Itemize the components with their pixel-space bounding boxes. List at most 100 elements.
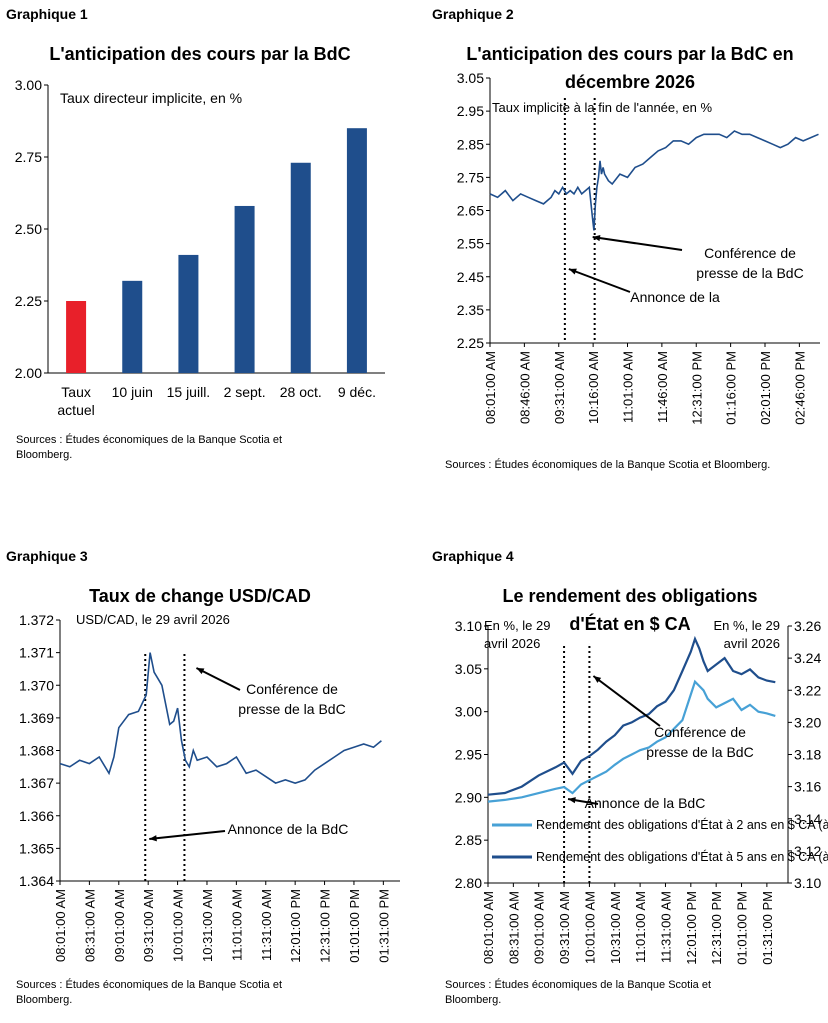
sources-2-line-1: Sources : Études économiques de la Banqu… xyxy=(445,459,771,471)
chart-title-4: Le rendement des obligations d'État en $… xyxy=(440,582,820,638)
c3-press-arrow-shaft xyxy=(195,667,241,691)
c2-announce-arrow-head xyxy=(568,268,577,275)
c2-x-tick-label-7: 01:16:00 PM xyxy=(724,351,739,425)
c3-y-tick-label-5: 1.369 xyxy=(19,710,54,726)
chart-2-line: 2.25 2.35 2.45 2.55 2.65 2.75 2.85 2.95 3.05 08:0… xyxy=(457,70,820,425)
chart-title-4-line-1: Le rendement des obligations xyxy=(502,586,758,606)
c2-x-tick-label-9: 02:46:00 PM xyxy=(792,351,807,425)
c3-x-tick-label-8: 12:01:00 PM xyxy=(288,889,303,963)
c3-y-tick-label-1: 1.365 xyxy=(19,840,54,856)
c4-x-tick-label-8: 12:01:00 PM xyxy=(684,891,699,965)
c3-x-tick-label-9: 12:31:00 PM xyxy=(318,889,333,963)
chart-1-bar: 2.00 2.25 2.50 2.75 3.00 Taux directeur impli… xyxy=(15,77,385,418)
c1-y-tick-label-1: 2.25 xyxy=(15,293,42,309)
c4-announce-label: Annonce de la BdC xyxy=(585,795,706,811)
c4-x-tick-label-6: 11:01:00 AM xyxy=(633,891,648,963)
c3-announce-label: Annonce de la BdC xyxy=(228,821,349,837)
c2-announce-arrow-shaft xyxy=(568,268,631,293)
c1-bar-1 xyxy=(122,280,143,373)
c4-yl-tick-label-2: 2.90 xyxy=(455,789,482,805)
c1-x-label-0-0: Taux xyxy=(61,384,91,400)
c3-press-arrow-head xyxy=(196,668,205,675)
panel-label-2: Graphique 2 xyxy=(432,6,514,22)
c4-yr-tick-label-3: 3.16 xyxy=(794,779,821,795)
c4-yl-tick-label-4: 3.00 xyxy=(455,704,482,720)
c3-x-tick-label-6: 11:01:00 AM xyxy=(229,889,244,961)
c4-x-tick-label-2: 09:01:00 AM xyxy=(532,891,547,964)
c4-x-tick-label-9: 12:31:00 PM xyxy=(709,891,724,965)
c4-yr-tick-label-1: 3.12 xyxy=(794,843,821,859)
c4-annotation-left-0: En %, le 29 xyxy=(484,618,551,633)
c1-y-tick-label-3: 2.75 xyxy=(15,149,42,165)
c2-x-tick-label-4: 11:01:00 AM xyxy=(621,351,636,423)
c1-y-tick-label-2: 2.50 xyxy=(15,221,42,237)
chart-title-2-line-2: décembre 2026 xyxy=(564,72,696,92)
panel-label-3: Graphique 3 xyxy=(6,548,88,564)
c2-announce-label-0: Annonce de la xyxy=(630,289,720,305)
c2-x-tick-label-5: 11:46:00 AM xyxy=(655,351,670,423)
c4-annotation-right-0: En %, le 29 xyxy=(714,618,781,633)
c4-annotation-left-1: avril 2026 xyxy=(484,636,540,651)
chart-title-1-line-1: L'anticipation des cours par la BdC xyxy=(49,44,351,64)
c3-y-tick-label-2: 1.366 xyxy=(19,808,54,824)
c4-yl-tick-label-0: 2.80 xyxy=(455,875,482,891)
sources-1: Sources : Études économiques de la Banqu… xyxy=(16,433,282,463)
sources-1-line-2: Bloomberg. xyxy=(16,449,73,461)
c4-annotation-right-1: avril 2026 xyxy=(724,636,780,651)
sources-4-line-2: Bloomberg. xyxy=(445,994,502,1006)
c2-x-tick-label-8: 02:01:00 PM xyxy=(758,351,773,425)
c3-y-tick-label-8: 1.372 xyxy=(19,612,54,628)
c3-announce-arrow-head xyxy=(149,835,157,842)
c4-legend-label-0: Rendement des obligations d'État à 2 ans… xyxy=(536,817,828,832)
c1-x-label-2-0: 15 juill. xyxy=(167,384,211,400)
c2-x-tick-label-3: 10:16:00 AM xyxy=(586,351,601,424)
c1-bar-0 xyxy=(66,301,87,373)
c2-y-tick-label-2: 2.45 xyxy=(457,269,484,285)
c3-x-tick-label-11: 01:31:00 PM xyxy=(376,889,391,963)
c4-yr-tick-label-7: 3.24 xyxy=(794,650,821,666)
chart-title-3: Taux de change USD/CAD xyxy=(0,582,400,610)
chart-title-4-line-2: d'État en $ CA xyxy=(569,614,691,634)
panel-label-4: Graphique 4 xyxy=(432,548,514,564)
c3-announce-arrow-shaft xyxy=(149,830,226,840)
c2-x-tick-label-1: 08:46:00 AM xyxy=(517,351,532,424)
c3-x-tick-label-2: 09:01:00 AM xyxy=(112,889,127,962)
c4-press-arrow-shaft xyxy=(592,675,661,727)
panel-label-1: Graphique 1 xyxy=(6,6,88,22)
c1-y-tick-label-4: 3.00 xyxy=(15,77,42,93)
sources-3-line-1: Sources : Études économiques de la Banqu… xyxy=(16,979,283,991)
c4-press-label-1: presse de la BdC xyxy=(646,744,753,760)
chart-title-3-line-1: Taux de change USD/CAD xyxy=(89,586,311,606)
c4-x-tick-label-5: 10:31:00 AM xyxy=(608,891,623,964)
c4-yr-tick-label-8: 3.26 xyxy=(794,618,821,634)
c2-series-line xyxy=(489,130,819,231)
c4-yr-tick-label-4: 3.18 xyxy=(794,747,821,763)
c3-series-line xyxy=(59,652,382,784)
c4-press-arrow-head xyxy=(593,676,602,683)
c3-y-tick-label-3: 1.367 xyxy=(19,775,54,791)
c2-annotation: Taux implicite à la fin de l'année, en % xyxy=(492,100,712,115)
c4-yr-tick-label-0: 3.10 xyxy=(794,875,821,891)
c3-x-tick-label-0: 08:01:00 AM xyxy=(53,889,68,962)
c4-x-tick-label-1: 08:31:00 AM xyxy=(506,891,521,964)
c2-y-tick-label-8: 3.05 xyxy=(457,70,484,86)
c3-x-tick-label-3: 09:31:00 AM xyxy=(141,889,156,962)
c3-y-tick-label-0: 1.364 xyxy=(19,873,54,889)
c3-x-tick-label-5: 10:31:00 AM xyxy=(200,889,215,962)
chart-title-2-line-1: L'anticipation des cours par la BdC en xyxy=(466,44,794,64)
c3-press-label-0: Conférence de xyxy=(246,681,338,697)
c1-x-label-5-0: 9 déc. xyxy=(338,384,376,400)
c4-legend-label-1: Rendement des obligations d'État à 5 ans… xyxy=(536,849,828,864)
c4-yr-tick-label-6: 3.22 xyxy=(794,682,821,698)
c1-bar-3 xyxy=(234,205,255,373)
c1-bar-4 xyxy=(290,162,311,373)
chart-title-1: L'anticipation des cours par la BdC xyxy=(0,40,400,68)
sources-2: Sources : Études économiques de la Banqu… xyxy=(445,458,770,473)
chart-3-line: 1.364 1.365 1.366 1.367 1.368 1.369 1.370 1.371… xyxy=(19,612,400,963)
c2-x-tick-label-6: 12:31:00 PM xyxy=(689,351,704,425)
c3-y-tick-label-6: 1.370 xyxy=(19,677,54,693)
c3-x-tick-label-10: 01:01:00 PM xyxy=(347,889,362,963)
sources-4-line-1: Sources : Études économiques de la Banqu… xyxy=(445,979,712,991)
c4-yl-tick-label-3: 2.95 xyxy=(455,747,482,763)
c1-bar-5 xyxy=(346,128,367,373)
